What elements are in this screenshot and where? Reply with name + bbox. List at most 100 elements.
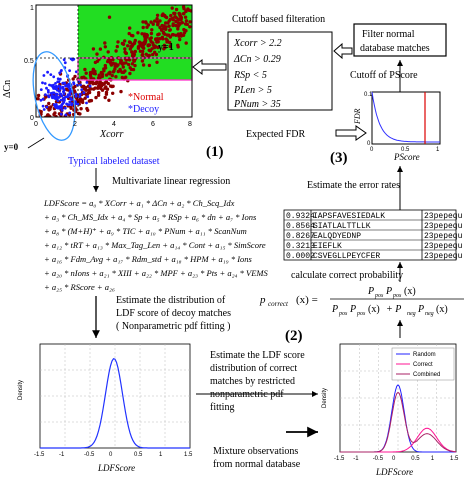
normal-point: [173, 11, 177, 16]
decoy-point: [85, 81, 89, 84]
normal-point: [143, 36, 147, 41]
normal-point: [106, 59, 110, 64]
svg-text:pos: pos: [338, 311, 348, 317]
decoy-point: [80, 88, 84, 92]
svg-text:+ a₃ * Ch_MS_Idx + a₄ * Sp + a: + a₃ * Ch_MS_Idx + a₄ * Sp + a₅ * RSp + …: [44, 212, 257, 222]
decoy-point: [58, 87, 62, 91]
left-ylabel: Density: [18, 380, 24, 400]
normal-point: [123, 39, 127, 43]
region-label: y=1: [158, 42, 174, 53]
normal-point: [63, 133, 66, 136]
ldf-formula: LDFScore = a₀ * XCorr + a₁ * ΔCn + a₂ * …: [43, 198, 268, 292]
table-row: 0.0002 CSVEGLLPEYCFER 23pepequ: [286, 252, 463, 261]
normal-point: [118, 67, 122, 72]
decoy-point: [62, 92, 66, 96]
scatter-xlabel: Xcorr: [99, 129, 123, 140]
normal-point: [50, 128, 53, 131]
normal-point: [160, 35, 165, 39]
decoy-point: [63, 81, 67, 85]
normal-point: [145, 25, 149, 29]
svg-text:EIEFLK: EIEFLK: [313, 242, 342, 251]
normal-point: [171, 22, 175, 26]
table-row: 0.3213 EIEFLK 23pepequ: [286, 242, 463, 251]
normal-point: [149, 20, 153, 24]
svg-text:0.9324: 0.9324: [286, 212, 315, 221]
normal-point: [141, 20, 145, 24]
calc-prob-label: calculate correct probability: [291, 270, 403, 281]
normal-point: [91, 87, 96, 91]
decoy-point: [54, 82, 57, 85]
normal-point: [168, 44, 172, 49]
normal-point: [71, 77, 75, 81]
svg-text:Random: Random: [413, 352, 436, 358]
normal-point: [93, 72, 98, 76]
normal-point: [91, 47, 96, 51]
normal-point: [127, 40, 132, 44]
svg-text:Correct: Correct: [413, 362, 433, 368]
normal-point: [140, 53, 144, 57]
svg-text:P: P: [385, 286, 392, 297]
decoy-point: [56, 80, 60, 84]
decoy-point: [60, 103, 63, 107]
normal-point: [174, 19, 178, 24]
decoy-point: [57, 84, 61, 88]
normal-point: [127, 58, 132, 62]
legend-decoy: *Decoy: [128, 104, 159, 115]
normal-point: [103, 86, 107, 90]
decoy-point: [41, 81, 44, 85]
normal-point: [133, 49, 137, 54]
decoy-point: [42, 74, 46, 77]
svg-text:0.1: 0.1: [364, 92, 373, 98]
normal-point: [166, 0, 169, 3]
decoy-point: [60, 108, 64, 112]
decoy-point: [67, 103, 71, 107]
normal-point: [184, 9, 188, 13]
decoy-point: [46, 89, 50, 92]
decoy-point: [58, 71, 62, 75]
normal-point: [149, 31, 154, 36]
svg-text:Combined: Combined: [413, 372, 440, 378]
decoy-point: [45, 86, 48, 90]
decoy-point: [68, 111, 72, 115]
correct-text: Estimate the LDF score distribution of c…: [210, 350, 305, 413]
normal-point: [167, 19, 171, 23]
normal-point: [119, 61, 123, 65]
svg-text:from normal database: from normal database: [213, 459, 301, 470]
normal-point: [110, 73, 115, 78]
svg-text:EALQDYEDNP: EALQDYEDNP: [313, 232, 361, 241]
decoy-point: [61, 85, 65, 89]
normal-point: [151, 22, 155, 26]
decoy-point: [64, 113, 68, 117]
normal-point: [138, 49, 143, 53]
left-grid: [40, 344, 190, 448]
normal-point: [104, 73, 109, 77]
estimate-error-label: Estimate the error rates: [307, 180, 400, 191]
normal-point: [181, 33, 186, 37]
decoy-point: [51, 91, 55, 95]
svg-text:0.8564: 0.8564: [286, 222, 315, 231]
decoy-point: [62, 90, 65, 94]
normal-point: [82, 75, 86, 79]
cutoff-to-scatter-arrow: [192, 58, 227, 76]
normal-point: [79, 107, 83, 111]
normal-point: [169, 13, 173, 18]
svg-text:distribution of correct: distribution of correct: [210, 363, 297, 374]
left-xlabel: LDFScore: [97, 463, 135, 473]
normal-point: [155, 37, 160, 41]
normal-point: [174, 23, 178, 28]
decoy-point: [78, 92, 82, 96]
normal-point: [111, 70, 116, 74]
normal-point: [158, 19, 162, 23]
right-legend: Random Correct Combined: [391, 347, 455, 381]
svg-text:23pepequ: 23pepequ: [424, 252, 463, 261]
decoy-point: [59, 106, 62, 110]
normal-point: [138, 40, 142, 45]
normal-point: [36, 97, 40, 101]
normal-point: [202, 29, 205, 32]
normal-point: [100, 83, 104, 88]
svg-text:8: 8: [188, 121, 192, 128]
normal-point: [149, 36, 153, 40]
normal-point: [177, 34, 181, 38]
normal-point: [83, 96, 87, 100]
normal-point: [128, 66, 132, 70]
